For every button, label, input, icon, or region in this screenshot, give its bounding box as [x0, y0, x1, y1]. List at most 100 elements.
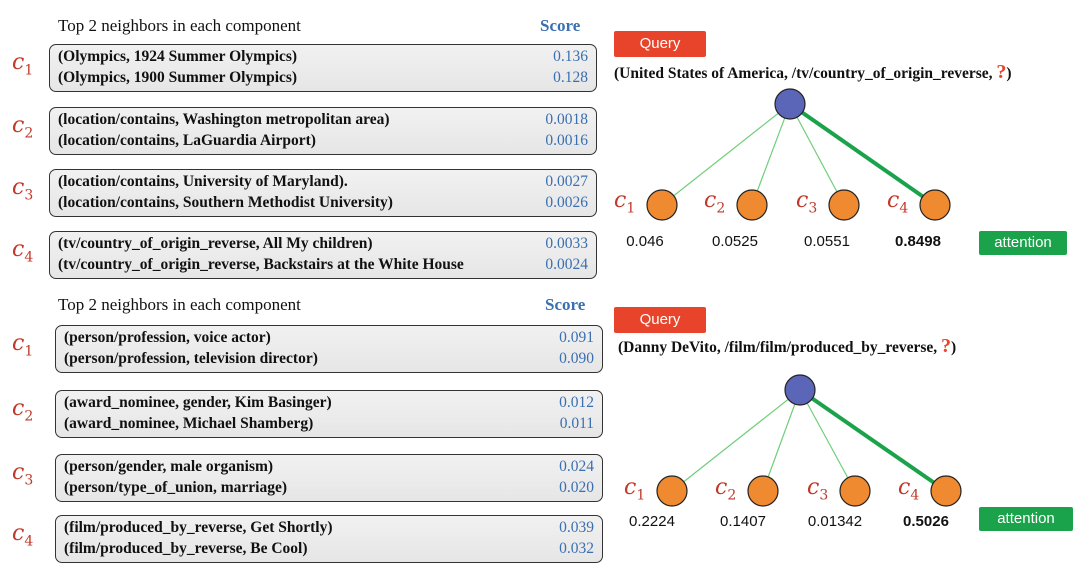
attention-weight: 0.0525 — [712, 233, 758, 250]
node-label: c2 — [715, 475, 736, 503]
attention-tree — [656, 374, 962, 507]
attention-tree — [646, 88, 951, 221]
neighbor-score: 0.091 — [559, 329, 594, 346]
node-index: 2 — [716, 200, 726, 217]
neighbor-row: (film/produced_by_reverse, Be Cool) 0.032 — [64, 540, 594, 560]
component-node — [656, 475, 688, 507]
neighbor-relation: (Olympics, 1924 Summer Olympics) — [58, 48, 298, 65]
neighbor-score: 0.090 — [559, 350, 594, 367]
query-triple: (Danny DeVito, /film/film/produced_by_re… — [618, 335, 956, 358]
component-letter: c — [12, 460, 25, 485]
component-box: (person/gender, male organism) 0.024 (pers… — [55, 454, 603, 502]
neighbor-relation: (film/produced_by_reverse, Get Shortly) — [64, 519, 333, 536]
neighbor-row: (person/gender, male organism) 0.024 — [64, 458, 594, 478]
attention-weight: 0.8498 — [895, 233, 941, 250]
component-box: (Olympics, 1924 Summer Olympics) 0.136 (Ol… — [49, 44, 597, 92]
attention-weight: 0.01342 — [807, 513, 863, 530]
attention-weight: 0.5026 — [903, 513, 949, 530]
node-letter: c — [807, 475, 820, 500]
neighbor-relation: (location/contains, Southern Methodist U… — [58, 194, 393, 211]
component-label: c1 — [12, 331, 33, 359]
neighbor-row: (person/profession, television director)… — [64, 350, 594, 370]
component-box: (award_nominee, gender, Kim Basinger) 0.0… — [55, 390, 603, 438]
component-index: 2 — [24, 125, 34, 142]
attention-button: attention — [979, 507, 1073, 531]
node-letter: c — [898, 475, 911, 500]
query-triple-text: (United States of America, /tv/country_o… — [614, 65, 993, 82]
component-node — [646, 189, 678, 221]
question-mark-icon: ? — [941, 335, 952, 357]
attention-weight: 0.0551 — [804, 233, 850, 250]
attention-edge — [751, 103, 791, 206]
node-index: 2 — [727, 487, 737, 504]
neighbor-score: 0.0016 — [545, 132, 588, 149]
node-index: 1 — [626, 200, 636, 217]
neighbor-row: (person/type_of_union, marriage) 0.020 — [64, 479, 594, 499]
neighbor-score: 0.136 — [553, 48, 588, 65]
neighbor-row: (award_nominee, gender, Kim Basinger) 0.0… — [64, 394, 594, 414]
component-node — [919, 189, 951, 221]
node-label: c4 — [887, 188, 908, 216]
component-index: 3 — [24, 472, 34, 489]
neighbor-relation: (location/contains, LaGuardia Airport) — [58, 132, 316, 149]
question-mark-icon: ? — [996, 61, 1007, 83]
neighbor-score: 0.0026 — [545, 194, 588, 211]
neighbor-row: (location/contains, University of Maryla… — [58, 173, 588, 193]
node-label: c2 — [704, 188, 725, 216]
neighbor-row: (tv/country_of_origin_reverse, All My ch… — [58, 235, 588, 255]
attention-edge — [661, 103, 791, 206]
component-node — [736, 189, 768, 221]
neighbor-score: 0.0024 — [545, 256, 588, 273]
component-index: 4 — [24, 533, 34, 550]
component-box: (tv/country_of_origin_reverse, All My ch… — [49, 231, 597, 279]
node-index: 3 — [808, 200, 818, 217]
neighbor-row: (Olympics, 1900 Summer Olympics) 0.128 — [58, 69, 588, 89]
neighbors-heading: Top 2 neighbors in each component — [58, 16, 301, 35]
component-label: c3 — [12, 175, 33, 203]
component-box: (location/contains, Washington metropoli… — [49, 107, 597, 155]
component-box: (film/produced_by_reverse, Get Shortly) 0… — [55, 515, 603, 563]
attention-edge — [799, 389, 856, 492]
attention-edge — [762, 389, 801, 492]
neighbor-row: (Olympics, 1924 Summer Olympics) 0.136 — [58, 48, 588, 68]
node-letter: c — [887, 188, 900, 213]
node-letter: c — [704, 188, 717, 213]
query-button: Query — [614, 307, 706, 333]
node-label: c1 — [624, 475, 645, 503]
component-label: c4 — [12, 521, 33, 549]
attention-weight: 0.2224 — [629, 513, 675, 530]
neighbor-row: (award_nominee, Michael Shamberg) 0.011 — [64, 415, 594, 435]
panel-1: Top 2 neighbors in each component Score c1… — [12, 16, 1067, 279]
panel-2: Top 2 neighbors in each component Score c1… — [0, 287, 1080, 574]
neighbor-row: (tv/country_of_origin_reverse, Backstair… — [58, 256, 588, 276]
component-letter: c — [12, 396, 25, 421]
attention-weight: 0.1407 — [720, 513, 766, 530]
attention-edge — [788, 102, 937, 207]
component-node — [839, 475, 871, 507]
neighbor-relation: (person/gender, male organism) — [64, 458, 274, 475]
neighbor-score: 0.039 — [559, 519, 594, 536]
node-index: 3 — [819, 487, 829, 504]
component-letter: c — [12, 113, 25, 138]
query-triple-close: ) — [1006, 65, 1012, 82]
attention-edge — [789, 103, 845, 206]
neighbor-row: (location/contains, Washington metropoli… — [58, 111, 588, 131]
component-label: c4 — [12, 237, 33, 265]
neighbor-score: 0.020 — [559, 479, 594, 496]
component-label: c2 — [12, 113, 33, 141]
neighbors-heading: Top 2 neighbors in each component — [58, 295, 301, 314]
node-index: 4 — [910, 487, 920, 504]
component-letter: c — [12, 331, 25, 356]
neighbor-score: 0.0027 — [545, 173, 588, 190]
neighbor-relation: (award_nominee, gender, Kim Basinger) — [64, 394, 332, 411]
neighbor-row: (location/contains, Southern Methodist U… — [58, 194, 588, 214]
node-index: 1 — [636, 487, 646, 504]
query-triple: (United States of America, /tv/country_o… — [614, 61, 1012, 84]
neighbor-score: 0.024 — [559, 458, 594, 475]
score-header: Score — [545, 295, 586, 314]
neighbor-relation: (tv/country_of_origin_reverse, Backstair… — [58, 256, 464, 273]
neighbor-relation: (location/contains, University of Maryla… — [58, 173, 348, 190]
node-letter: c — [624, 475, 637, 500]
attention-edge — [798, 388, 948, 493]
neighbor-relation: (award_nominee, Michael Shamberg) — [64, 415, 314, 432]
